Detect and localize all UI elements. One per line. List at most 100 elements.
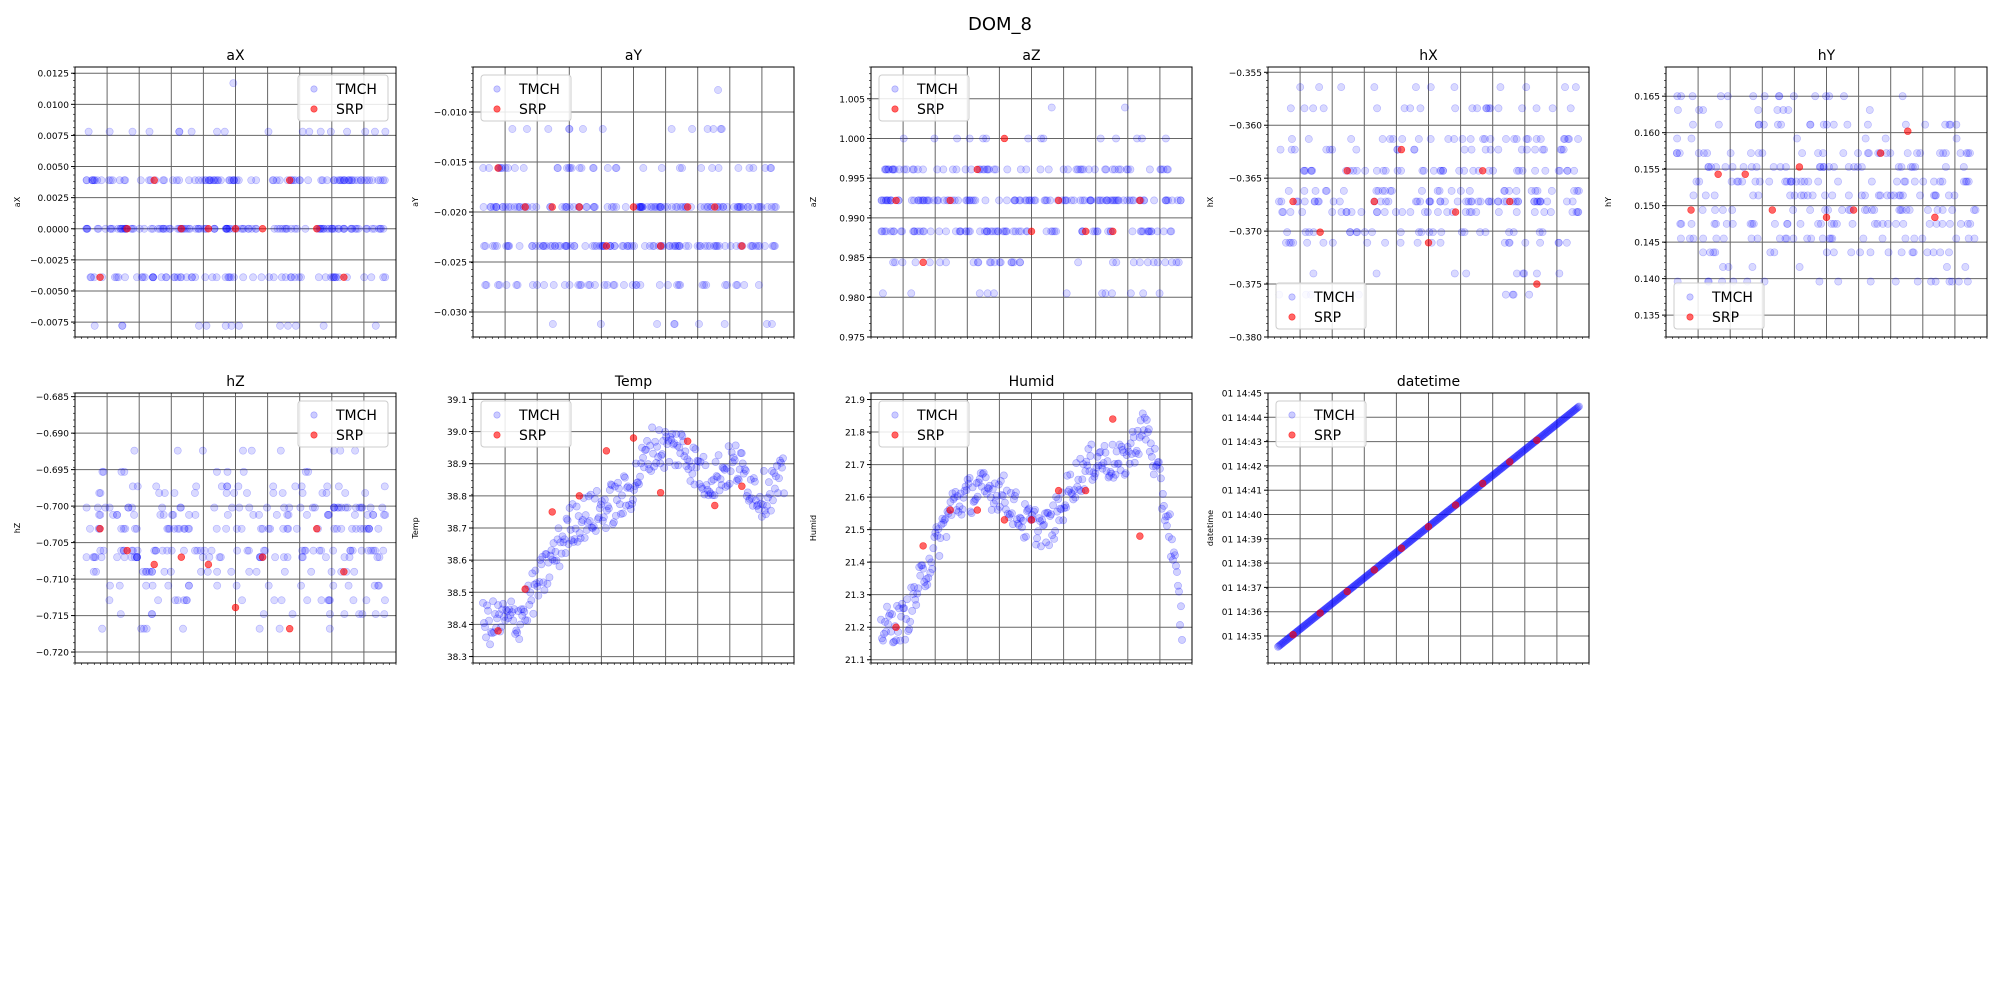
tmch-point <box>1175 587 1183 596</box>
tmch-point <box>1066 470 1075 479</box>
tmch-point <box>1447 186 1456 195</box>
tmch-point <box>290 273 299 282</box>
tmch-point <box>1457 228 1466 237</box>
y-tick-label: 0.0100 <box>38 101 70 111</box>
tmch-point <box>878 196 886 205</box>
tmch-point <box>1929 248 1938 257</box>
tmch-point <box>1050 227 1059 236</box>
tmch-point <box>963 196 972 205</box>
tmch-point <box>360 273 369 282</box>
tmch-point <box>755 492 764 501</box>
tmch-point <box>761 164 770 172</box>
tmch-point <box>1901 234 1910 243</box>
tmch-point <box>247 446 256 455</box>
tmch-point <box>958 505 967 514</box>
tmch-point <box>1952 234 1961 243</box>
tmch-point <box>356 176 365 185</box>
tmch-point <box>340 176 349 185</box>
tmch-point <box>1286 238 1295 247</box>
tmch-point <box>1411 197 1420 206</box>
tmch-point <box>1352 145 1361 154</box>
tmch-point <box>1384 197 1393 206</box>
tmch-point <box>1011 488 1020 497</box>
srp-point <box>548 203 556 211</box>
tmch-point <box>1025 196 1034 205</box>
tmch-point <box>1754 106 1763 114</box>
tmch-point <box>1300 197 1309 206</box>
tmch-point <box>528 281 537 289</box>
tmch-point <box>548 242 557 250</box>
tmch-point <box>888 165 897 174</box>
tmch-point <box>207 546 216 555</box>
tmch-point <box>93 224 102 233</box>
tmch-point <box>636 281 645 289</box>
tmch-point <box>756 203 764 211</box>
tmch-point <box>1863 149 1872 158</box>
tmch-point <box>273 224 282 233</box>
y-axis-label: datetime <box>1206 510 1215 546</box>
tmch-point <box>1536 197 1545 206</box>
tmch-point <box>610 242 619 250</box>
tmch-point <box>670 320 679 328</box>
tmch-point <box>1775 92 1784 101</box>
legend-marker-tmch <box>493 411 501 419</box>
tmch-point <box>506 203 515 211</box>
tmch-point <box>567 164 576 172</box>
tmch-point <box>1501 290 1510 299</box>
tmch-point <box>381 596 389 605</box>
tmch-point <box>688 469 697 478</box>
tmch-point <box>910 227 919 236</box>
y-tick-label: 1.000 <box>839 135 865 145</box>
tmch-point <box>97 176 106 185</box>
tmch-point <box>1391 208 1400 216</box>
tmch-point <box>217 176 225 185</box>
y-axis-label: hZ <box>13 522 22 533</box>
tmch-point <box>1570 166 1579 175</box>
tmch-point <box>926 227 935 236</box>
tmch-point <box>1573 208 1582 216</box>
tmch-point <box>1329 197 1338 206</box>
tmch-point <box>1941 149 1950 158</box>
tmch-point <box>532 203 541 211</box>
tmch-point <box>1485 104 1493 113</box>
tmch-point <box>1814 219 1823 228</box>
tmch-point <box>374 524 383 533</box>
tmch-point <box>1095 196 1104 205</box>
tmch-point <box>705 242 714 250</box>
tmch-point <box>1398 208 1407 216</box>
tmch-point <box>1945 248 1953 257</box>
tmch-point <box>191 176 199 185</box>
tmch-point <box>327 224 336 233</box>
tmch-point <box>160 176 169 185</box>
tmch-point <box>698 281 707 289</box>
tmch-point <box>149 273 157 282</box>
y-tick-label: −0.705 <box>36 539 69 549</box>
tmch-point <box>697 164 706 172</box>
tmch-point <box>368 224 377 233</box>
tmch-point <box>336 176 345 185</box>
tmch-point <box>667 125 676 133</box>
tmch-point <box>985 165 993 174</box>
tmch-point <box>257 273 266 282</box>
tmch-point <box>278 489 287 497</box>
srp-point <box>123 225 131 233</box>
tmch-point <box>985 258 994 267</box>
tmch-point <box>1699 234 1708 243</box>
tmch-point <box>349 596 358 605</box>
tmch-point <box>213 127 221 136</box>
tmch-point <box>379 176 387 185</box>
tmch-point <box>504 203 513 211</box>
tmch-point <box>229 273 238 282</box>
tmch-point <box>303 510 311 519</box>
legend-marker-srp <box>891 431 899 439</box>
tmch-point <box>520 607 529 616</box>
tmch-point <box>1159 165 1168 174</box>
tmch-point <box>90 176 99 185</box>
tmch-point <box>1016 196 1025 205</box>
srp-point <box>285 176 294 184</box>
tmch-point <box>376 176 385 185</box>
tmch-point <box>657 164 666 172</box>
tmch-point <box>1921 120 1930 129</box>
tmch-point <box>580 533 589 542</box>
tmch-point <box>221 224 230 233</box>
